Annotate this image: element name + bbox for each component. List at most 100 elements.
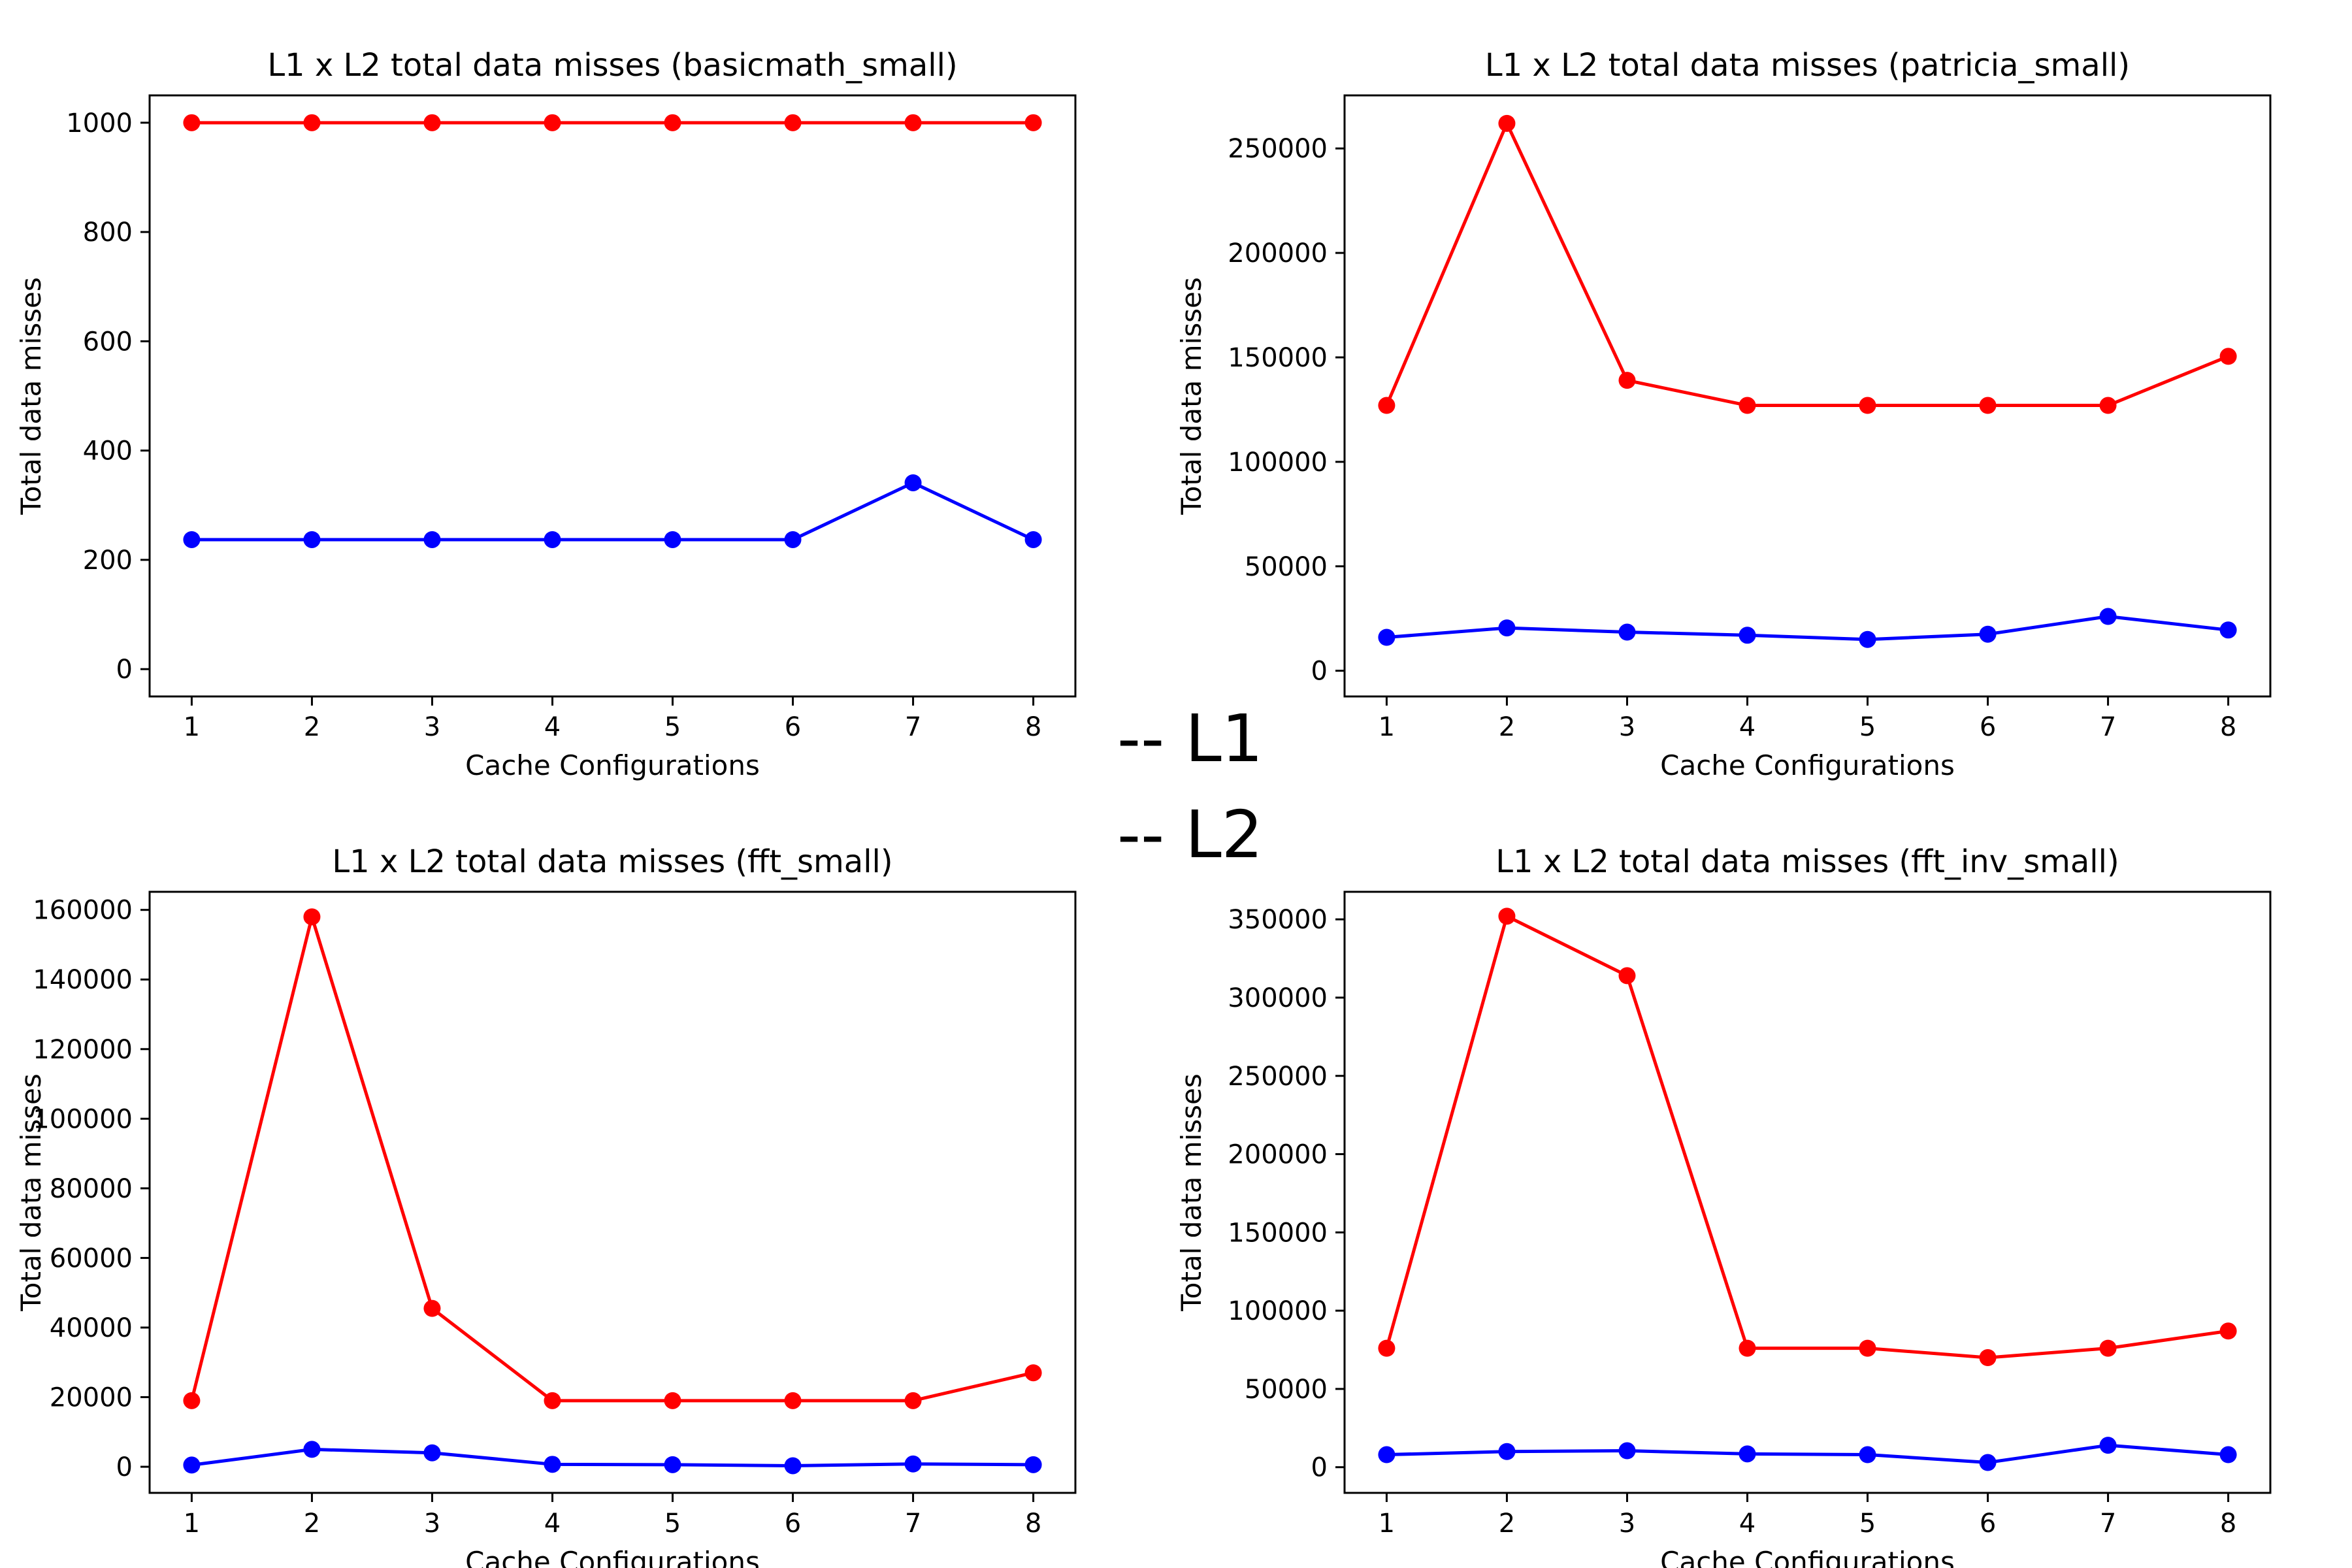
chart-1-xtick-label-1: 2: [304, 712, 320, 742]
chart-3-series-2-line: [191, 1447, 1034, 1467]
chart-1-title: L1 x L2 total data misses (basicmath_sma…: [267, 47, 957, 84]
chart-4-xtick-label-2: 3: [1619, 1509, 1635, 1539]
figure-legend: -- L1 -- L2: [1117, 700, 1263, 873]
chart-2-series-1: [1378, 114, 2237, 414]
chart-1-series-1: [183, 114, 1042, 131]
chart-3-series-1-line: [189, 915, 1034, 1403]
chart-4-xtick-label-4: 5: [1859, 1509, 1876, 1539]
chart-3-series-2-point-7: [904, 1455, 922, 1473]
chart-4-series-1-point-3: [1618, 967, 1636, 985]
chart-2-xlabel: Cache Configurations: [1660, 749, 1955, 781]
chart-1-series-2-point-6: [784, 531, 802, 548]
chart-1-series-1-point-8: [1024, 114, 1042, 131]
chart-3-ytick-label-8: 160000: [33, 896, 133, 926]
chart-1-ytick-label-1: 200: [83, 546, 133, 576]
chart-1-series-1-point-4: [544, 114, 561, 131]
chart-4-series-1-line: [1385, 914, 2229, 1360]
chart-1-series-2-point-2: [303, 531, 321, 548]
chart-1-ylabel: Total data misses: [15, 277, 47, 515]
chart-2-series-1-point-7: [2099, 397, 2117, 414]
chart-2-series-1-point-8: [2219, 348, 2237, 365]
chart-4-series-2-point-3: [1618, 1442, 1636, 1460]
chart-2-ytick-label-2: 100000: [1228, 448, 1328, 478]
chart-3-ylabel: Total data misses: [15, 1073, 47, 1311]
chart-4-series-2-point-6: [1979, 1454, 1997, 1471]
chart-1-series-1-point-7: [904, 114, 922, 131]
chart-3-series-2-point-4: [544, 1456, 561, 1473]
chart-3-frame: [148, 890, 1077, 1494]
chart-4-ytick-label-6: 300000: [1228, 983, 1328, 1013]
chart-1-frame: [148, 94, 1077, 698]
chart-4: L1 x L2 total data misses (fft_inv_small…: [1175, 843, 2272, 1568]
chart-1-series-1-point-6: [784, 114, 802, 131]
chart-1-xlabel: Cache Configurations: [465, 749, 760, 781]
chart-2-ytick-label-3: 150000: [1228, 343, 1328, 373]
chart-4-series-2-point-5: [1859, 1446, 1876, 1463]
chart-2-xtick-label-2: 3: [1619, 712, 1635, 742]
chart-2-ytick-label-0: 0: [1311, 657, 1328, 687]
chart-2-series-1-point-6: [1979, 397, 1997, 414]
chart-1-xtick-label-4: 5: [664, 712, 681, 742]
chart-3-xtick-label-4: 5: [664, 1509, 681, 1539]
chart-2-ytick-label-4: 200000: [1228, 238, 1328, 269]
chart-3-ytick-label-6: 120000: [33, 1035, 133, 1065]
chart-4-xtick-label-3: 4: [1739, 1509, 1756, 1539]
chart-1-ytick-label-3: 600: [83, 327, 133, 357]
chart-4-ytick-label-5: 250000: [1228, 1062, 1328, 1092]
chart-4-ytick-label-7: 350000: [1228, 905, 1328, 935]
chart-4-series-2: [1378, 1437, 2237, 1471]
chart-4-series-1-point-8: [2219, 1322, 2237, 1340]
chart-3-title: L1 x L2 total data misses (fft_small): [332, 843, 892, 880]
chart-4-xtick-label-7: 8: [2220, 1509, 2236, 1539]
legend-entry-l2: -- L2: [1117, 796, 1263, 873]
chart-3-xtick-label-5: 6: [785, 1509, 801, 1539]
chart-4-xtick-label-0: 1: [1379, 1509, 1395, 1539]
chart-1-series-2-point-1: [183, 531, 201, 548]
chart-3-series-1-point-7: [904, 1392, 922, 1409]
chart-4-series-1-point-7: [2099, 1339, 2117, 1357]
chart-4-ytick-label-4: 200000: [1228, 1140, 1328, 1170]
chart-4-ylabel: Total data misses: [1175, 1073, 1207, 1311]
chart-3-series-1-point-8: [1024, 1364, 1042, 1382]
chart-3-xtick-label-3: 4: [544, 1509, 561, 1539]
chart-2-series-2-point-8: [2219, 621, 2237, 639]
chart-4-title: L1 x L2 total data misses (fft_inv_small…: [1495, 843, 2119, 880]
chart-4-series-2-point-1: [1378, 1446, 1396, 1463]
chart-2-series-1-point-1: [1378, 397, 1396, 414]
chart-3-xtick-label-2: 3: [424, 1509, 440, 1539]
chart-1-xtick-label-5: 6: [785, 712, 801, 742]
chart-2-xtick-label-3: 4: [1739, 712, 1756, 742]
chart-1-series-2-point-3: [423, 531, 441, 548]
chart-1-ytick-label-2: 400: [83, 436, 133, 466]
chart-2-series-2-point-4: [1739, 627, 1756, 644]
chart-2-series-1-point-3: [1618, 372, 1636, 389]
chart-2-series-2-point-1: [1378, 629, 1396, 646]
chart-1-series-2-point-8: [1024, 531, 1042, 548]
chart-1-xtick-label-3: 4: [544, 712, 561, 742]
chart-3-xtick-label-0: 1: [184, 1509, 200, 1539]
chart-2-series-2-point-3: [1618, 623, 1636, 641]
chart-4-series-2-point-7: [2099, 1437, 2117, 1454]
chart-2-series-2-point-2: [1498, 619, 1516, 637]
charts-layer: L1 x L2 total data misses (basicmath_sma…: [15, 47, 2272, 1568]
chart-4-xtick-label-5: 6: [1980, 1509, 1996, 1539]
chart-4-series-2-point-4: [1739, 1445, 1756, 1463]
chart-3-series-1-point-3: [423, 1299, 441, 1317]
chart-2-series-2-line: [1386, 615, 2229, 642]
chart-3-series-2: [183, 1441, 1042, 1475]
chart-2-series-1-line: [1385, 122, 2229, 408]
chart-1-ytick-label-5: 1000: [66, 108, 133, 139]
chart-2-series-2: [1378, 608, 2237, 648]
chart-4-series-1: [1378, 907, 2237, 1366]
chart-2-xtick-label-7: 8: [2220, 712, 2236, 742]
chart-3-xlabel: Cache Configurations: [465, 1546, 760, 1568]
chart-3-xtick-label-7: 8: [1025, 1509, 1041, 1539]
chart-3-ytick-label-1: 20000: [50, 1383, 133, 1413]
chart-4-xtick-label-1: 2: [1499, 1509, 1515, 1539]
chart-2-ytick-label-5: 250000: [1228, 134, 1328, 164]
chart-1-series-2-point-7: [904, 474, 922, 491]
chart-3-series-1-point-5: [664, 1392, 681, 1409]
chart-1-ytick-label-0: 0: [116, 655, 133, 685]
chart-4-ytick-label-2: 100000: [1228, 1296, 1328, 1326]
chart-2-series-1-point-4: [1739, 397, 1756, 414]
